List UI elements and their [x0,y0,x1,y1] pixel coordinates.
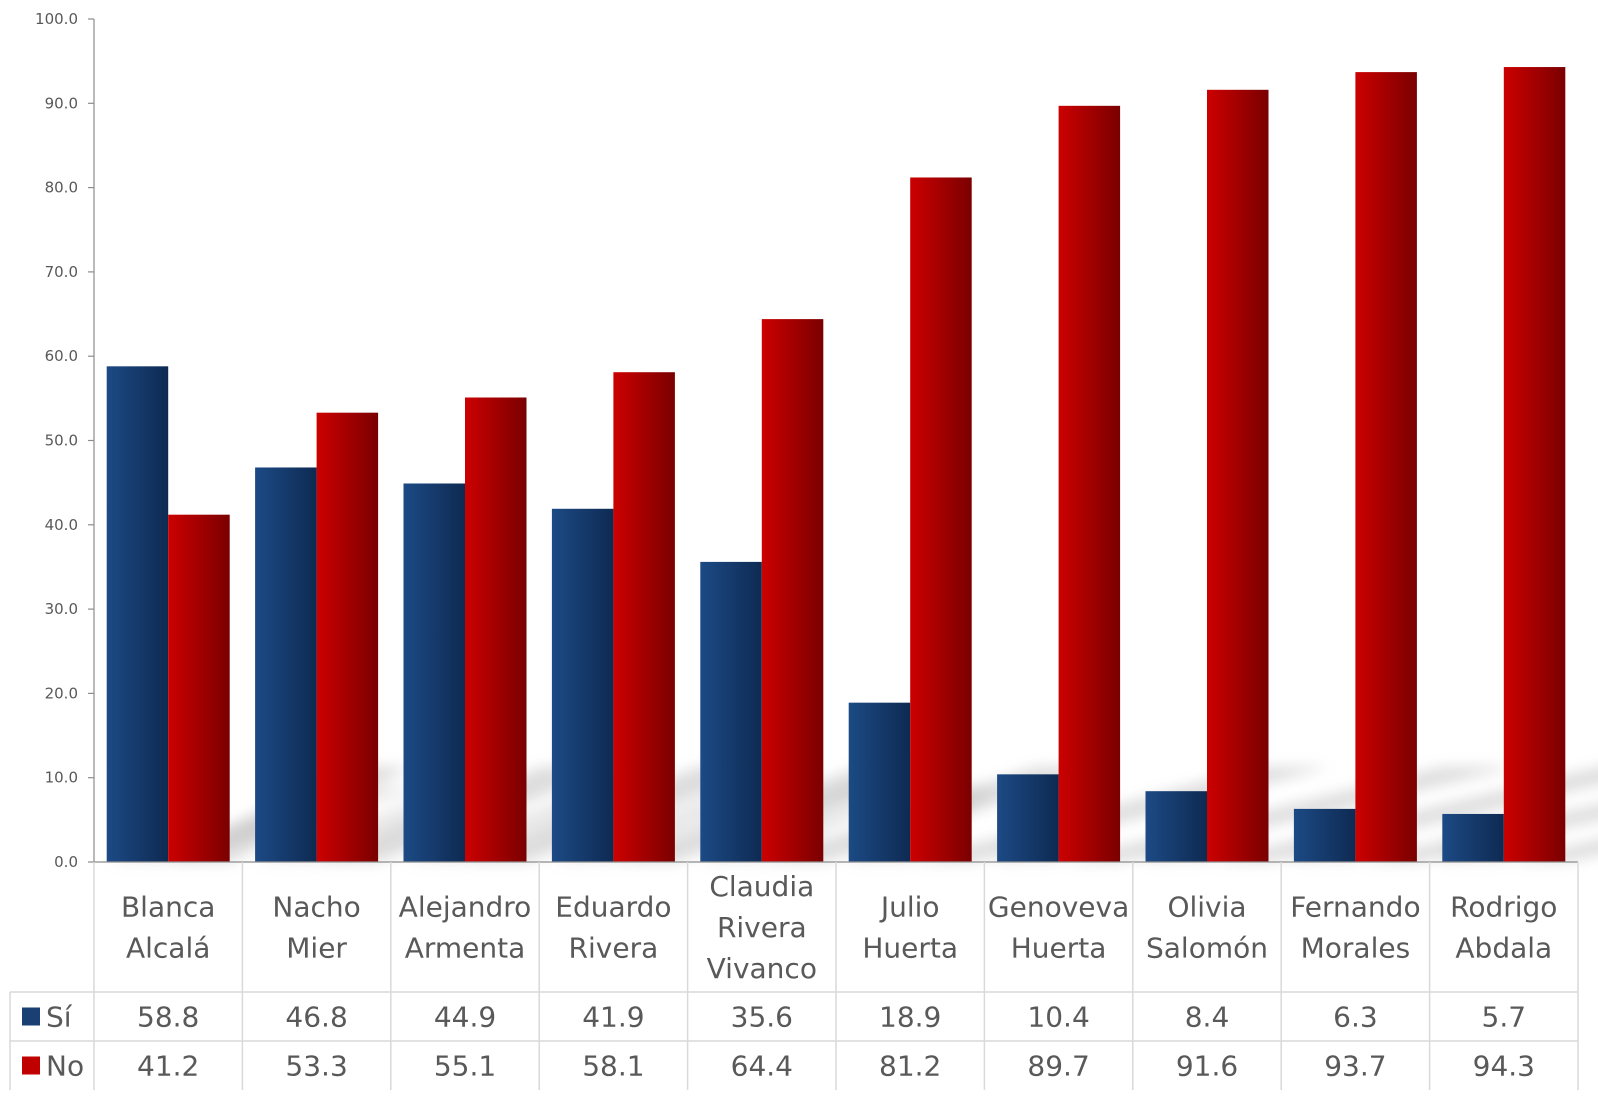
data-label-no: 89.7 [1027,1050,1089,1083]
category-label: Armenta [405,932,526,965]
category-label: Vivanco [707,952,817,985]
bar-si-9 [1442,813,1504,862]
category-label: Olivia [1167,891,1246,924]
bars [106,67,1566,863]
bar-no-7 [1207,89,1269,862]
y-tick-label: 50.0 [45,432,78,450]
bar-si-8 [1293,808,1356,862]
y-tick-label: 70.0 [45,263,78,281]
data-label-si: 18.9 [879,1001,941,1034]
data-label-si: 41.9 [582,1001,644,1034]
data-label-no: 81.2 [879,1050,941,1083]
category-label: Salomón [1146,932,1268,965]
y-tick-label: 20.0 [45,684,78,702]
data-label-si: 5.7 [1482,1001,1527,1034]
category-label: Abdala [1455,932,1552,965]
data-label-no: 91.6 [1176,1050,1238,1083]
bar-si-6 [997,774,1059,862]
bar-si-7 [1145,791,1207,862]
data-label-no: 53.3 [285,1050,347,1083]
category-label: Eduardo [555,891,671,924]
y-tick-label: 30.0 [45,600,78,618]
data-table: Blanca Alcalá Nacho Mier Alejandro Armenta Edu… [9,861,1579,1090]
legend-key-no [22,1056,40,1075]
data-label-no: 94.3 [1473,1050,1535,1083]
category-label: Morales [1301,932,1411,965]
category-label: Nacho [272,891,360,924]
bar-si-2 [403,483,465,862]
data-label-no: 41.2 [137,1050,199,1083]
y-tick-label: 80.0 [45,179,78,197]
bar-no-8 [1355,72,1417,862]
category-label: Fernando [1290,891,1420,924]
category-label: Alejandro [399,891,532,924]
category-label: Huerta [1011,932,1107,965]
bar-no-0 [168,514,230,862]
bar-no-5 [910,177,972,862]
bar-no-9 [1503,67,1566,862]
data-label-si: 8.4 [1185,1001,1230,1034]
bar-si-5 [848,702,911,862]
category-label: Genoveva [988,891,1129,924]
category-label: Alcalá [126,932,210,965]
legend-label-si: Sí [46,1001,73,1034]
legend-key-si [22,1007,40,1026]
category-label: Huerta [862,932,958,965]
bar-si-3 [551,508,614,862]
data-label-no: 93.7 [1324,1050,1386,1083]
y-tick-label: 90.0 [45,94,78,112]
data-label-si: 58.8 [137,1001,199,1034]
y-tick-label: 0.0 [54,853,78,871]
category-label: Rivera [569,932,659,965]
legend-label-no: No [46,1050,84,1083]
bar-no-3 [613,372,675,862]
category-label: Rivera [717,911,807,944]
bar-si-1 [255,467,317,862]
category-label: Blanca [121,891,215,924]
y-tick-label: 10.0 [45,769,78,787]
bar-no-2 [465,397,527,862]
data-label-no: 58.1 [582,1050,644,1083]
category-label: Claudia [709,870,814,903]
data-label-si: 6.3 [1333,1001,1378,1034]
y-tick-label: 100.0 [35,10,78,28]
data-label-no: 64.4 [731,1050,793,1083]
bar-si-4 [700,561,762,862]
data-label-si: 46.8 [285,1001,347,1034]
data-label-si: 44.9 [434,1001,496,1034]
bar-no-4 [761,319,824,862]
y-tick-label: 40.0 [45,516,78,534]
category-label: Julio [879,891,940,924]
data-label-no: 55.1 [434,1050,496,1083]
y-tick-label: 60.0 [45,347,78,365]
data-label-si: 35.6 [731,1001,793,1034]
bar-no-1 [316,412,379,862]
bar-no-6 [1058,105,1121,863]
y-axis: 0.0 10.0 20.0 30.0 40.0 50.0 60.0 70.0 80.0 90.0 1… [35,10,95,871]
category-label: Rodrigo [1450,891,1557,924]
category-label: Mier [286,932,347,965]
data-label-si: 10.4 [1027,1001,1089,1034]
bar-si-0 [106,366,169,862]
